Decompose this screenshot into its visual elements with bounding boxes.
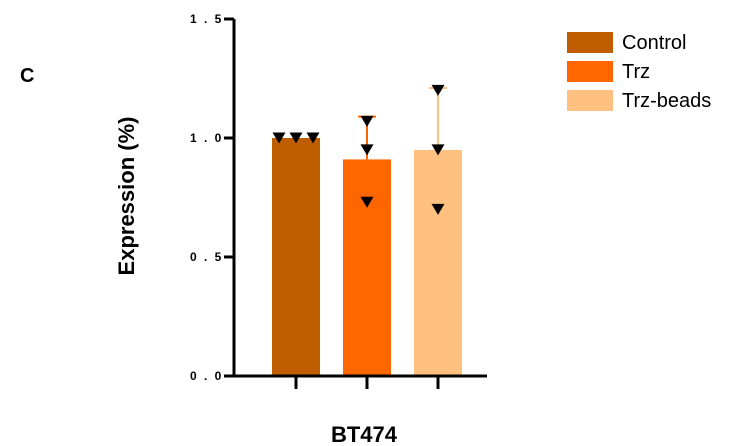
data-point [289,132,303,144]
data-point [272,132,286,144]
legend-swatch [567,90,613,111]
points-layer [272,84,445,215]
data-point [306,132,320,144]
data-point [360,115,374,127]
bar-trz-beads [414,149,462,376]
data-point [431,203,445,215]
panel-label: C [20,65,34,87]
data-point [360,196,374,208]
y-tick-label: 1 . 0 [190,131,223,145]
axes-layer: 0 . 0 0 . 5 1 . 0 1 . 5 [190,12,487,389]
y-axis-title: Expression (%) [114,117,139,276]
legend-swatch [567,32,613,53]
y-tick-label: 1 . 5 [190,12,223,26]
legend-label: Trz-beads [622,90,711,112]
data-point [431,144,445,156]
legend-label: Control [622,32,686,54]
bar-control [272,138,320,376]
bars-layer [272,87,462,376]
legend: Control Trz Trz-beads [567,32,711,112]
y-tick-label: 0 . 0 [190,369,223,383]
legend-label: Trz [622,61,650,83]
x-axis-title: BT474 [331,422,398,446]
data-point [360,144,374,156]
data-point [431,84,445,96]
y-tick-label: 0 . 5 [190,250,223,264]
legend-swatch [567,61,613,82]
bar-trz [343,159,391,376]
